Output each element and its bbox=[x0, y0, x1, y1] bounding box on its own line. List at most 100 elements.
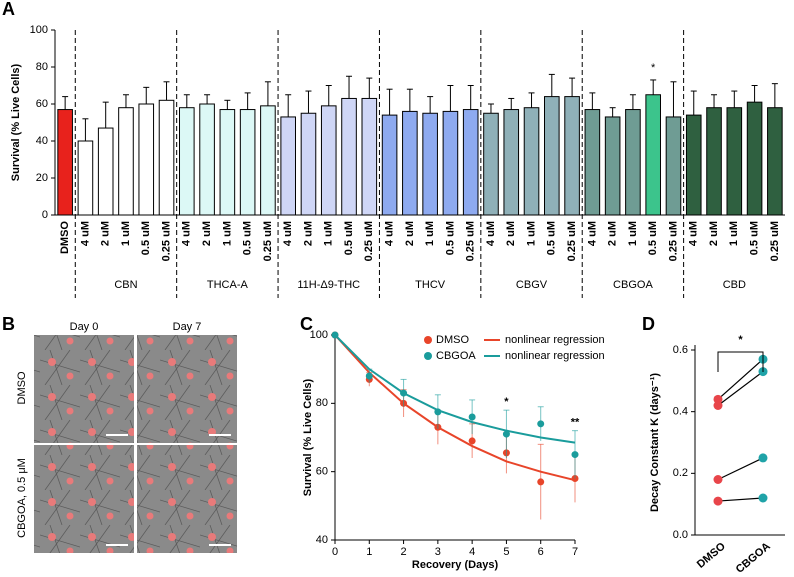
legend-label: DMSO bbox=[436, 334, 469, 346]
data-point bbox=[713, 394, 723, 404]
data-point bbox=[468, 413, 476, 421]
data-point bbox=[537, 420, 545, 428]
x-tick-label: 2 uM bbox=[100, 221, 112, 246]
bar bbox=[503, 109, 520, 216]
y-tick-label: 0 bbox=[42, 209, 48, 221]
bar bbox=[280, 116, 296, 216]
y-tick-label: 80 bbox=[36, 61, 48, 73]
x-tick-label: 4 uM bbox=[586, 221, 598, 246]
panel-label: A bbox=[2, 0, 15, 19]
x-tick-label: 4 uM bbox=[181, 221, 193, 246]
x-tick-label: 0.5 uM bbox=[546, 221, 558, 255]
x-tick-label: 4 bbox=[469, 546, 475, 558]
x-tick-label: 0 bbox=[332, 546, 338, 558]
y-axis-label: Survival (% Live Cells) bbox=[302, 378, 314, 496]
data-point bbox=[758, 493, 768, 503]
bar bbox=[544, 96, 560, 216]
x-tick-label: 0.25 uM bbox=[769, 221, 781, 261]
y-tick-label: 0.2 bbox=[673, 467, 688, 479]
x-tick-label: 2 uM bbox=[607, 221, 619, 246]
bar bbox=[381, 114, 398, 216]
legend-marker bbox=[424, 336, 432, 344]
x-tick-label: 0.5 uM bbox=[343, 221, 355, 255]
pair-line bbox=[717, 371, 764, 406]
bar bbox=[219, 109, 236, 216]
bar bbox=[320, 105, 337, 216]
x-tick-label: CBGOA bbox=[734, 540, 773, 576]
data-point bbox=[713, 475, 723, 484]
x-tick-label: 6 bbox=[538, 546, 544, 558]
data-point bbox=[758, 453, 768, 463]
panel-label: B bbox=[2, 314, 15, 334]
x-tick-label: 1 uM bbox=[424, 221, 436, 246]
x-tick-label: 1 uM bbox=[525, 221, 537, 246]
bar bbox=[462, 109, 479, 216]
bar bbox=[300, 112, 317, 216]
bar bbox=[239, 109, 256, 216]
bar bbox=[442, 110, 459, 216]
y-tick-label: 60 bbox=[36, 98, 48, 110]
group-label: CBGOA bbox=[613, 279, 653, 291]
annotation: * bbox=[504, 396, 509, 408]
pair-line bbox=[717, 497, 764, 502]
x-tick-label: 0.5 uM bbox=[444, 221, 456, 255]
row-label: DMSO bbox=[16, 371, 28, 404]
bar bbox=[77, 140, 94, 216]
data-point bbox=[365, 372, 373, 380]
x-tick-label: 0.25 uM bbox=[566, 221, 578, 261]
bar bbox=[179, 107, 195, 216]
x-tick-label: 0.5 uM bbox=[647, 221, 659, 255]
x-tick-label: 4 uM bbox=[282, 221, 294, 246]
x-tick-label: 0.5 uM bbox=[242, 221, 254, 255]
micrograph bbox=[137, 335, 237, 443]
group-label: THCA-A bbox=[207, 279, 249, 291]
y-tick-label: 100 bbox=[30, 24, 48, 36]
bar bbox=[604, 116, 621, 216]
bar bbox=[564, 96, 580, 216]
y-tick-label: 0.4 bbox=[673, 406, 688, 418]
x-tick-label: 2 uM bbox=[201, 221, 213, 246]
legend-label: nonlinear regression bbox=[505, 350, 605, 362]
bar bbox=[523, 107, 540, 216]
x-tick-label: 0.25 uM bbox=[363, 221, 375, 261]
y-axis-label: Decay Constant K (days⁻¹) bbox=[649, 373, 661, 512]
bar bbox=[625, 109, 641, 216]
bar bbox=[645, 94, 661, 216]
y-tick-label: 40 bbox=[316, 534, 328, 546]
x-tick-label: 2 uM bbox=[302, 221, 314, 246]
micrograph bbox=[34, 445, 134, 553]
x-tick-label: 2 uM bbox=[404, 221, 416, 246]
y-axis-label: Survival (% Live Cells) bbox=[10, 63, 22, 181]
x-tick-label: 0.25 uM bbox=[160, 221, 172, 261]
x-tick-label: DMSO bbox=[59, 221, 71, 254]
y-tick-label: 80 bbox=[316, 397, 328, 409]
x-tick-label: 2 bbox=[401, 546, 407, 558]
column-label: Day 7 bbox=[173, 321, 202, 333]
y-tick-label: 20 bbox=[36, 172, 48, 184]
bar bbox=[199, 103, 215, 216]
micrograph bbox=[137, 445, 237, 553]
x-tick-label: 4 uM bbox=[485, 221, 497, 246]
fit-line bbox=[334, 334, 576, 482]
x-tick-label: 7 bbox=[572, 546, 578, 558]
bar bbox=[97, 127, 114, 216]
data-point bbox=[537, 478, 545, 486]
data-point bbox=[400, 389, 408, 397]
x-tick-label: 1 uM bbox=[627, 221, 639, 246]
y-tick-label: 60 bbox=[316, 466, 328, 478]
row-label: CBGOA, 0.5 μM bbox=[16, 458, 28, 538]
bar bbox=[138, 103, 155, 216]
pair-line bbox=[717, 457, 764, 481]
data-point bbox=[571, 451, 579, 459]
x-tick-label: 0.5 uM bbox=[748, 221, 760, 255]
bar bbox=[422, 112, 438, 216]
bar bbox=[402, 110, 418, 216]
group-label: 11H-Δ9-THC bbox=[297, 279, 360, 291]
data-point bbox=[331, 331, 339, 339]
bar bbox=[118, 107, 134, 216]
x-tick-label: 4 uM bbox=[79, 221, 91, 246]
legend-marker bbox=[424, 352, 432, 360]
y-tick-label: 0.6 bbox=[673, 344, 688, 356]
bar bbox=[767, 107, 783, 216]
